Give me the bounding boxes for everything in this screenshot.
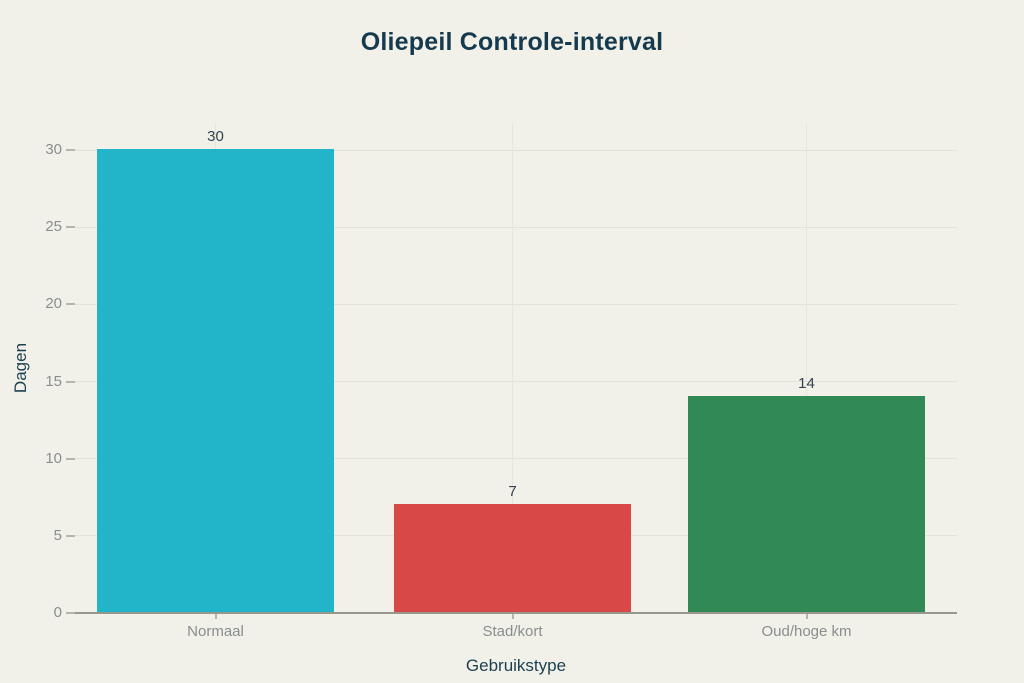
bar [394, 504, 631, 612]
y-tick-label: 25 [45, 218, 62, 236]
y-tick-mark [66, 303, 75, 306]
y-tick-label: 10 [45, 449, 62, 467]
x-axis-title: Gebruikstype [465, 656, 567, 675]
bar [688, 396, 925, 612]
x-tick-mark [511, 613, 514, 619]
bar-value-label: 14 [798, 375, 815, 392]
x-category-label: Normaal [187, 623, 244, 640]
x-tick-mark [214, 613, 217, 619]
x-category-label: Stad/kort [482, 623, 543, 640]
y-tick-label: 20 [45, 295, 62, 313]
v-gridline [512, 123, 513, 613]
h-gridline [75, 149, 957, 151]
x-tick-mark [805, 613, 808, 619]
y-tick-label: 0 [53, 604, 62, 621]
y-tick-mark [66, 149, 75, 151]
y-tick-mark [66, 534, 75, 537]
bar [97, 149, 334, 612]
x-axis-line [75, 612, 957, 614]
h-gridline [75, 381, 957, 382]
y-tick-mark [66, 457, 75, 460]
y-tick-mark [66, 612, 75, 614]
h-gridline [75, 303, 957, 305]
v-gridline [806, 123, 807, 613]
y-tick-label: 15 [45, 372, 62, 390]
y-tick-label: 30 [45, 141, 62, 158]
h-gridline [75, 458, 957, 460]
y-tick-mark [66, 380, 75, 383]
y-tick-mark [66, 226, 75, 229]
h-gridline [75, 226, 957, 228]
x-category-label: Oud/hoge km [761, 623, 852, 640]
y-tick-label: 5 [53, 526, 62, 544]
bar-value-label: 30 [207, 128, 224, 145]
bar-value-label: 7 [508, 483, 517, 500]
chart-title: Oliepeil Controle-interval [360, 28, 664, 56]
